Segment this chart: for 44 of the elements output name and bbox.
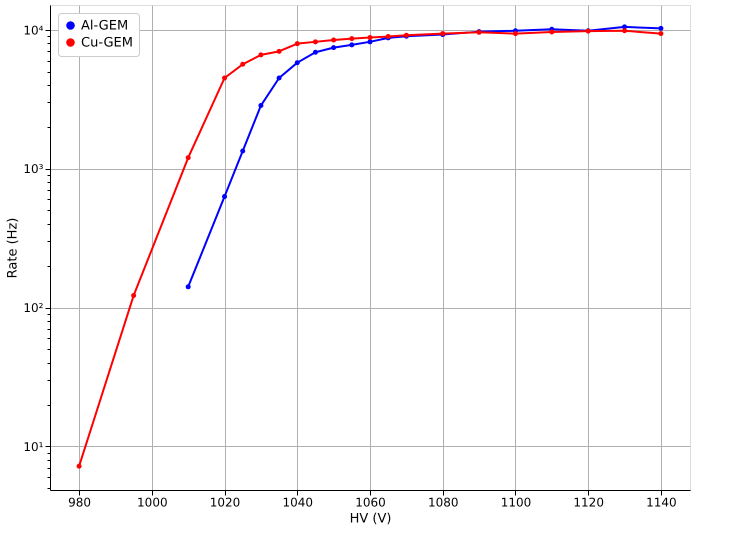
- point: [222, 76, 228, 80]
- x-tick-label: 1020: [210, 496, 240, 510]
- point: [258, 52, 264, 58]
- x-tick-label: 1120: [573, 496, 604, 510]
- x-axis-title: HV (V): [350, 512, 392, 526]
- point: [222, 194, 228, 200]
- point: [186, 155, 191, 160]
- y-tick-label: 10¹: [23, 440, 44, 454]
- point: [658, 31, 664, 36]
- point: [368, 35, 372, 40]
- x-tick-label: 1040: [282, 496, 314, 510]
- legend-label: Al-GEM: [81, 18, 128, 34]
- x-tick-label: 1000: [137, 496, 168, 510]
- point: [349, 36, 354, 42]
- legend-label: Cu-GEM: [81, 36, 133, 50]
- x-tick-label: 980: [68, 496, 92, 510]
- point: [312, 39, 318, 44]
- point: [331, 38, 336, 42]
- point: [294, 60, 300, 66]
- point: [549, 30, 554, 34]
- point: [276, 48, 282, 54]
- point: [368, 39, 372, 44]
- point: [276, 76, 282, 80]
- x-tick-label: 1140: [646, 496, 677, 510]
- y-tick-label: 10²: [23, 301, 44, 316]
- point: [512, 31, 518, 36]
- x-tick-label: 1100: [500, 496, 532, 510]
- point: [331, 45, 336, 50]
- point: [622, 28, 628, 34]
- x-tick-label: 1060: [355, 496, 386, 510]
- point: [349, 42, 354, 48]
- point: [312, 50, 318, 55]
- y-axis-title: Rate (Hz): [5, 218, 20, 278]
- x-tick-label: 1080: [428, 496, 458, 510]
- point: [294, 41, 300, 46]
- y-tick-label: 10⁴: [23, 23, 44, 38]
- point: [186, 284, 191, 290]
- point: [240, 62, 246, 67]
- y-tick-label: 10³: [23, 162, 44, 176]
- point: [658, 26, 664, 31]
- point: [258, 103, 264, 108]
- point: [131, 293, 136, 298]
- point: [240, 148, 246, 154]
- point: [76, 464, 82, 469]
